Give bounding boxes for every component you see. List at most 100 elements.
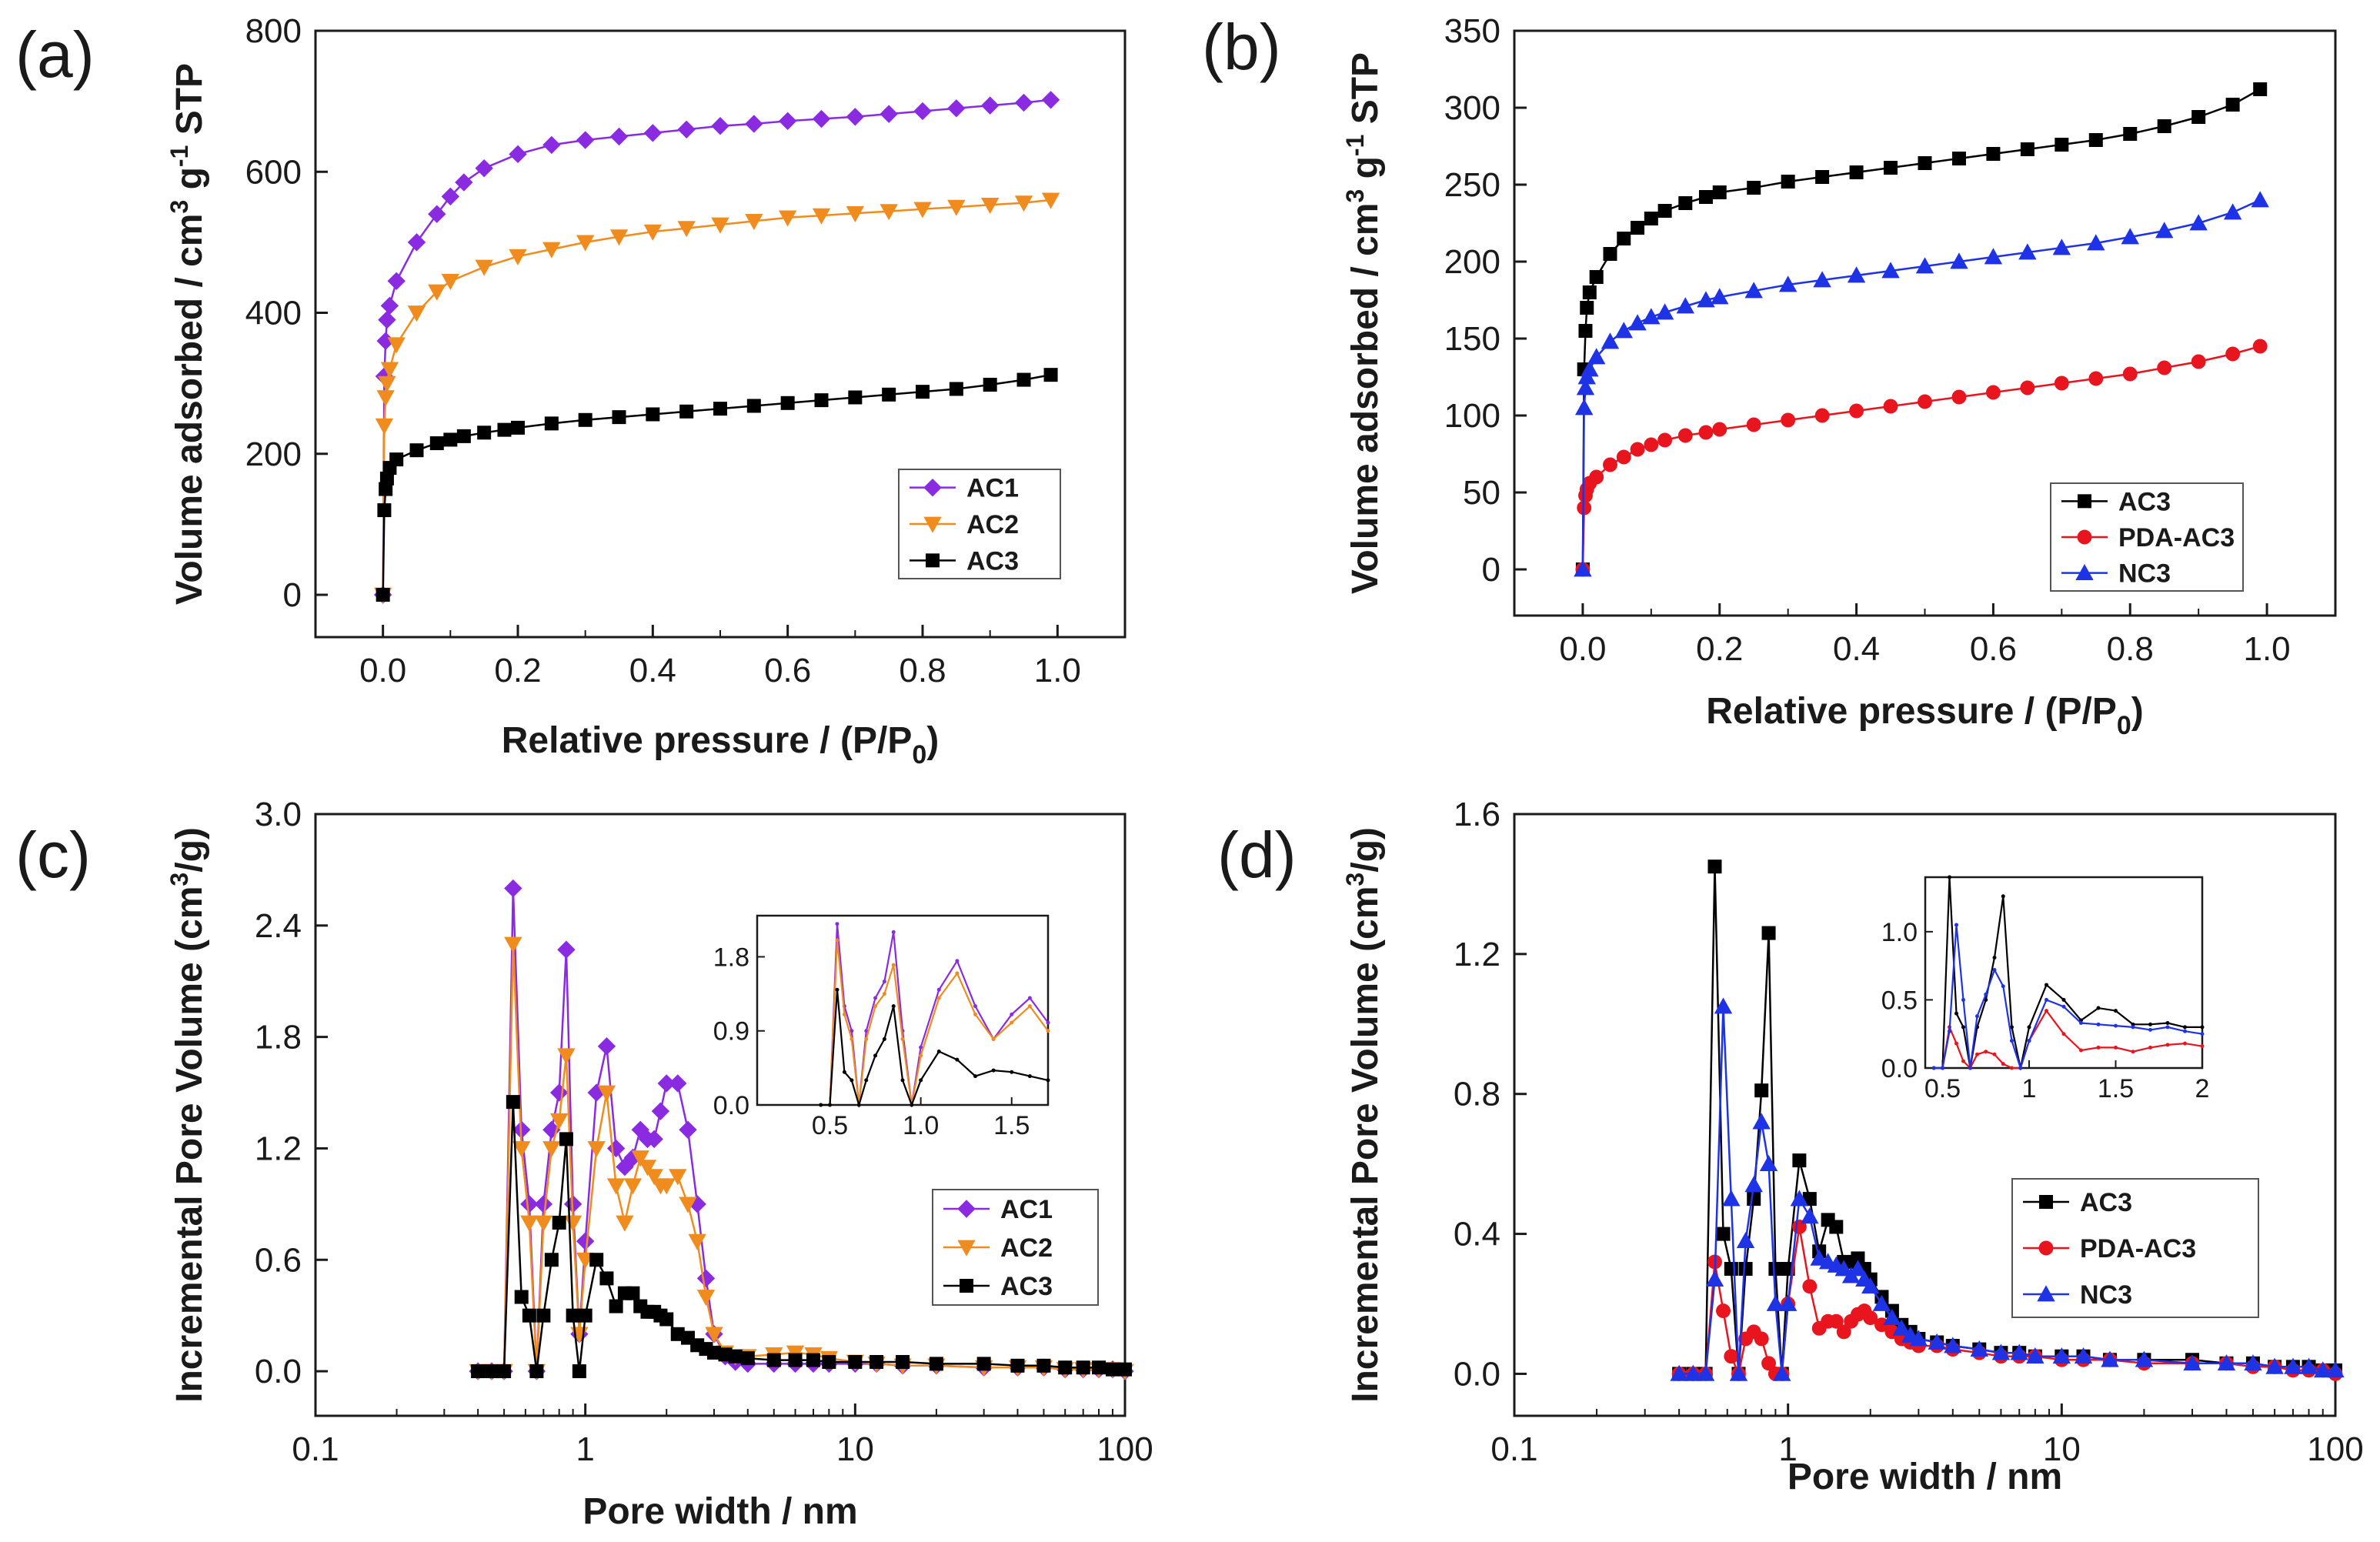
data-point (1744, 282, 1763, 299)
data-point (679, 404, 694, 419)
data-point (542, 1120, 561, 1140)
data-point (1781, 412, 1796, 428)
data-point (2135, 1350, 2154, 1367)
data-point (2052, 239, 2071, 255)
data-point (1655, 303, 1674, 320)
data-point (471, 1364, 486, 1379)
data-point (542, 242, 561, 259)
inset-data-point (1046, 1029, 1050, 1033)
data-point (1829, 1220, 1844, 1234)
legend-marker (2077, 529, 2092, 545)
data-point (1984, 248, 2003, 265)
data-point (1716, 1303, 1731, 1319)
y-tick-label: 0.0 (1454, 1355, 1500, 1393)
data-point (643, 124, 663, 142)
data-point (475, 259, 493, 276)
panel-label-d: (d) (1217, 819, 1297, 891)
data-point (506, 1095, 520, 1110)
data-point (616, 1215, 634, 1232)
inset-data-point (955, 971, 960, 976)
y-tick-label: 0 (1482, 551, 1500, 589)
data-point (2265, 1357, 2284, 1374)
y-tick-label: 0.4 (1454, 1216, 1500, 1253)
legend-marker (957, 1200, 976, 1218)
data-point (2284, 1357, 2302, 1374)
data-point (848, 390, 863, 405)
data-point (1781, 175, 1795, 189)
y-tick-label: 100 (1444, 397, 1500, 435)
data-point (409, 443, 424, 458)
data-point (1773, 1364, 1791, 1381)
inset-data-point (2027, 1025, 2031, 1030)
data-point (1036, 1358, 1051, 1373)
x-axis-label: Pore width / nm (582, 1491, 857, 1532)
plot-frame (314, 813, 1127, 1417)
data-point (2251, 191, 2269, 208)
data-point (609, 1299, 623, 1313)
inset-data-point (828, 1103, 832, 1107)
data-point (1768, 1262, 1783, 1277)
y-axis-label: Volume adsorbed / cm3 g-1 STP (1341, 52, 1386, 594)
y-axis-label-text: Volume adsorbed / cm (1345, 203, 1386, 595)
inset-data-point (2096, 1006, 2101, 1010)
data-point (520, 1195, 539, 1213)
data-point (2018, 243, 2037, 260)
data-point (514, 1290, 529, 1304)
data-point (2121, 228, 2139, 245)
y-tick-label: 200 (1444, 243, 1500, 281)
inset-data-point (891, 930, 896, 934)
inset-data-point (2131, 1025, 2135, 1030)
inset-data-point (2079, 1048, 2083, 1053)
data-point (1076, 1360, 1090, 1375)
panel-label-a: (a) (15, 18, 95, 91)
legend-label: AC3 (1000, 1272, 1053, 1301)
inset-data-point (2165, 1021, 2170, 1026)
legend-label: NC3 (2080, 1280, 2132, 1310)
data-point (511, 420, 525, 435)
data-point (711, 116, 729, 135)
data-point (2010, 1343, 2028, 1360)
legend-label: AC2 (1000, 1233, 1053, 1263)
inset-data-point (850, 1078, 854, 1083)
data-point (896, 1355, 910, 1370)
series-AC1 (373, 91, 1060, 604)
data-point (1698, 425, 1714, 440)
inset-data-point (2165, 1025, 2170, 1030)
inset-data-point (864, 1036, 869, 1041)
data-point (2244, 1354, 2262, 1371)
inset-data-point (2114, 1045, 2118, 1050)
inset-data-point (1027, 1004, 1032, 1009)
y-tick-label: 150 (1444, 320, 1500, 358)
inset-x-tick-label: 1 (2022, 1074, 2037, 1103)
legend-marker (2075, 563, 2094, 581)
data-point (443, 432, 458, 447)
data-point (669, 1169, 687, 1186)
data-point (812, 208, 831, 225)
inset-data-point (2061, 1032, 2066, 1036)
inset-data-point (1984, 992, 1988, 996)
data-point (563, 1215, 582, 1232)
data-point (1105, 1362, 1120, 1377)
data-point (696, 1269, 716, 1288)
inset-data-point (2165, 1043, 2170, 1047)
inset-data-point (1954, 1011, 1958, 1016)
inset-data-point (835, 987, 840, 992)
data-point (746, 399, 761, 413)
data-point (2088, 371, 2104, 386)
inset-data-point (2045, 1009, 2048, 1013)
inset-data-point (850, 1029, 854, 1033)
data-point (916, 385, 930, 399)
legend-marker (926, 553, 940, 568)
data-point (544, 416, 559, 431)
inset-data-point (919, 1053, 923, 1058)
data-point (677, 221, 696, 238)
data-point (1736, 1231, 1755, 1249)
inset-data-point (1954, 1041, 1958, 1046)
inset-data-point (1010, 1070, 1014, 1074)
data-point (806, 1353, 821, 1367)
inset-data-point (882, 1036, 886, 1041)
data-point (1746, 417, 1761, 432)
data-point (1848, 1260, 1868, 1277)
legend-a: AC1 AC2 AC3 (898, 469, 1061, 579)
data-point (913, 202, 932, 219)
